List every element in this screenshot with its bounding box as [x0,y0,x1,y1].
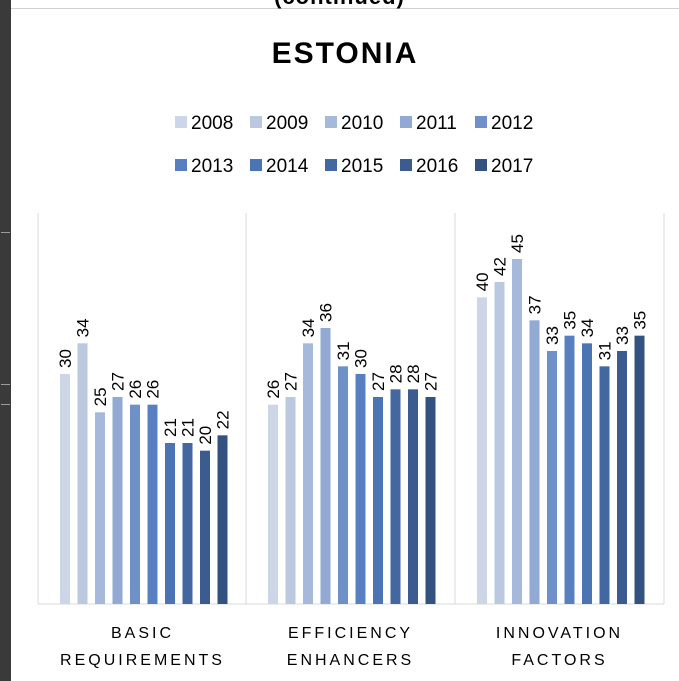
bar [60,374,70,604]
bar-value-label: 37 [526,295,545,314]
bar-value-label: 35 [561,311,580,330]
bar-value-label: 26 [144,380,163,399]
bar [477,297,487,604]
bar [130,404,140,604]
bar-value-label: 36 [317,303,336,322]
bar [77,343,88,604]
category-label: INNOVATION [496,625,623,642]
bar [303,343,313,604]
legend-swatch [400,116,412,128]
bar-value-label: 42 [491,257,510,276]
legend-swatch [325,159,337,171]
bar [320,328,331,604]
legend-swatch [475,159,487,171]
bar-value-label: 27 [282,372,301,391]
bar-value-label: 22 [214,410,233,429]
bar [285,397,296,604]
bar-value-label: 40 [473,272,492,291]
bar [408,389,418,604]
legend-label: 2014 [266,156,309,177]
cut-off-heading: (continued) [0,0,679,8]
legend-label: 2017 [491,156,533,177]
bar-value-label: 45 [508,234,527,253]
bar-value-label: 31 [334,341,353,360]
legend-label: 2009 [266,113,308,134]
legend-label: 2013 [191,156,233,177]
bar-value-label: 33 [543,326,562,345]
bar-value-label: 34 [299,318,318,337]
bar [512,259,522,604]
bar-value-label: 27 [369,372,388,391]
bar-value-label: 31 [596,341,615,360]
window-edge-strip [0,0,11,681]
bar-value-label: 20 [196,426,215,445]
bar [182,443,193,604]
bar [200,450,210,604]
bar-value-label: 35 [631,311,650,330]
bar-value-label: 21 [179,418,198,437]
legend-swatch [175,159,187,171]
category-label: ENHANCERS [287,652,414,669]
bar [165,443,175,604]
bar-value-label: 28 [387,364,406,383]
bar [112,397,123,604]
strip-tick [1,404,10,405]
bar [634,335,645,604]
legend-label: 2016 [416,156,458,177]
bar-value-label: 33 [613,326,632,345]
bar [494,282,505,604]
chart-title: ESTONIA [271,37,419,70]
bar [547,351,557,604]
legend-swatch [475,116,487,128]
bar [95,412,105,604]
category-label: BASIC [111,625,174,642]
bar [147,404,158,604]
legend-label: 2008 [191,113,233,134]
bar [617,351,627,604]
legend-swatch [250,116,262,128]
bar [338,366,348,604]
legend-label: 2012 [491,113,533,134]
bar-value-label: 26 [126,380,145,399]
bar [564,335,575,604]
strip-tick [1,232,10,233]
bar [390,389,401,604]
top-border-line [11,8,679,9]
bar [373,397,383,604]
legend-swatch [400,159,412,171]
bar-value-label: 30 [352,349,371,368]
bar [355,374,366,604]
bar-value-label: 30 [56,349,75,368]
bar [582,343,592,604]
category-label: FACTORS [511,652,607,669]
bar-value-label: 27 [109,372,128,391]
bar [217,435,228,604]
legend-swatch [175,116,187,128]
bar-value-label: 28 [404,364,423,383]
legend-swatch [250,159,262,171]
bar-value-label: 34 [578,318,597,337]
legend-swatch [325,116,337,128]
strip-tick [1,384,10,385]
bar [425,397,436,604]
legend-label: 2010 [341,113,383,134]
category-label: REQUIREMENTS [60,652,225,669]
bar [529,320,540,604]
category-label: EFFICIENCY [288,625,413,642]
bar [599,366,610,604]
bar-value-label: 27 [422,372,441,391]
legend-label: 2011 [416,113,457,134]
legend-label: 2015 [341,156,383,177]
bar [268,404,278,604]
bar-value-label: 34 [74,318,93,337]
bar-value-label: 25 [91,387,110,406]
bar-value-label: 26 [264,380,283,399]
bar-value-label: 21 [161,418,180,437]
